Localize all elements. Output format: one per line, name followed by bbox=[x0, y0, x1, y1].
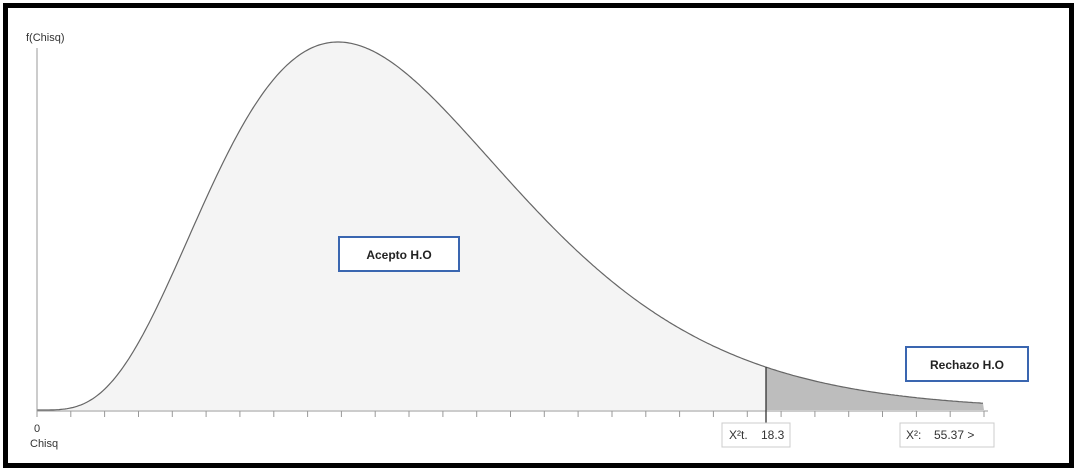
accept-region-label: Acepto H.O bbox=[366, 248, 431, 262]
calculated-value-number: 55.37 > bbox=[934, 428, 974, 442]
calculated-value-prefix: X²: bbox=[906, 428, 921, 442]
x-axis-label: Chisq bbox=[30, 438, 58, 450]
reject-region-label: Rechazo H.O bbox=[930, 358, 1004, 372]
accept-region-label-box bbox=[338, 236, 460, 272]
y-axis-label: f(Chisq) bbox=[26, 32, 65, 44]
calculated-value-box bbox=[899, 422, 995, 448]
x-axis-ticks bbox=[36, 411, 985, 417]
critical-value-box bbox=[721, 422, 791, 448]
accept-region-area bbox=[37, 42, 766, 410]
critical-value-prefix: X²t. bbox=[729, 428, 748, 442]
x-origin-label: 0 bbox=[34, 423, 40, 435]
critical-value-number: 18.3 bbox=[761, 428, 785, 442]
density-curve bbox=[37, 41, 984, 411]
reject-region-label-box bbox=[905, 346, 1029, 382]
